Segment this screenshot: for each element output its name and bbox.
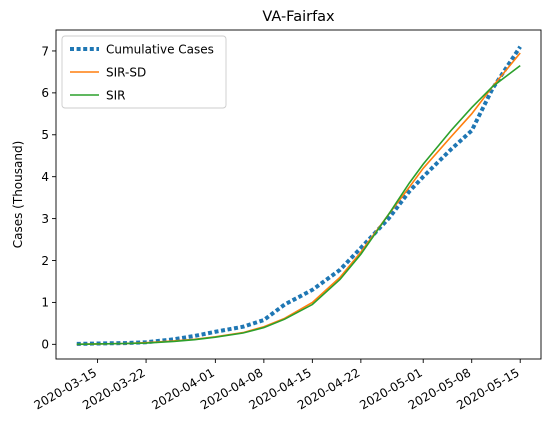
y-tick-label: 5: [41, 128, 49, 142]
legend-frame: [61, 35, 227, 109]
chart-title: VA-Fairfax: [262, 9, 335, 25]
y-tick-label: 6: [41, 86, 49, 100]
y-tick-label: 0: [41, 338, 49, 352]
series-line-sir: [76, 64, 521, 346]
axes-frame: [55, 29, 542, 360]
legend-entry: Cumulative Cases: [106, 42, 214, 56]
y-axis-label: Cases (Thousand): [11, 141, 25, 249]
legend: Cumulative Cases SIR-SD SIR: [61, 35, 227, 109]
y-tick-label: 4: [41, 170, 49, 184]
legend-entry: SIR-SD: [106, 65, 146, 79]
y-tick-label: 3: [41, 212, 49, 226]
y-tick-label: 1: [41, 296, 49, 310]
legend-entry: SIR: [106, 88, 126, 102]
y-tick-label: 7: [41, 44, 49, 58]
y-tick-label: 2: [41, 254, 49, 268]
